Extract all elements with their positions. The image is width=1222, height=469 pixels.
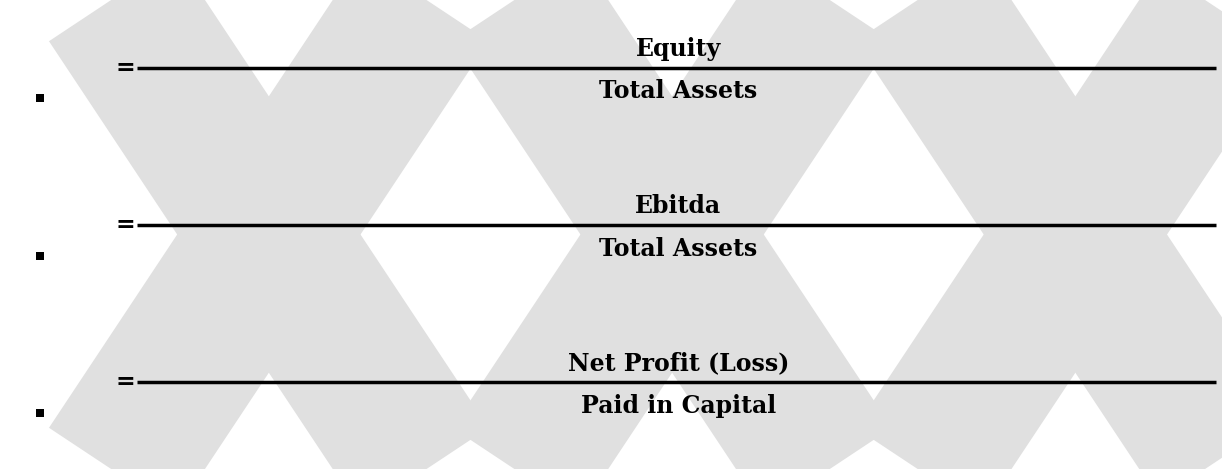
Text: Net Profit (Loss): Net Profit (Loss): [567, 351, 789, 376]
Text: Equity: Equity: [635, 37, 721, 61]
Text: Total Assets: Total Assets: [599, 236, 758, 261]
Text: Total Assets: Total Assets: [599, 79, 758, 104]
Text: Paid in Capital: Paid in Capital: [580, 393, 776, 418]
Text: Ebitda: Ebitda: [635, 194, 721, 219]
Text: =: =: [116, 213, 136, 237]
Text: =: =: [116, 56, 136, 80]
Text: =: =: [116, 370, 136, 394]
